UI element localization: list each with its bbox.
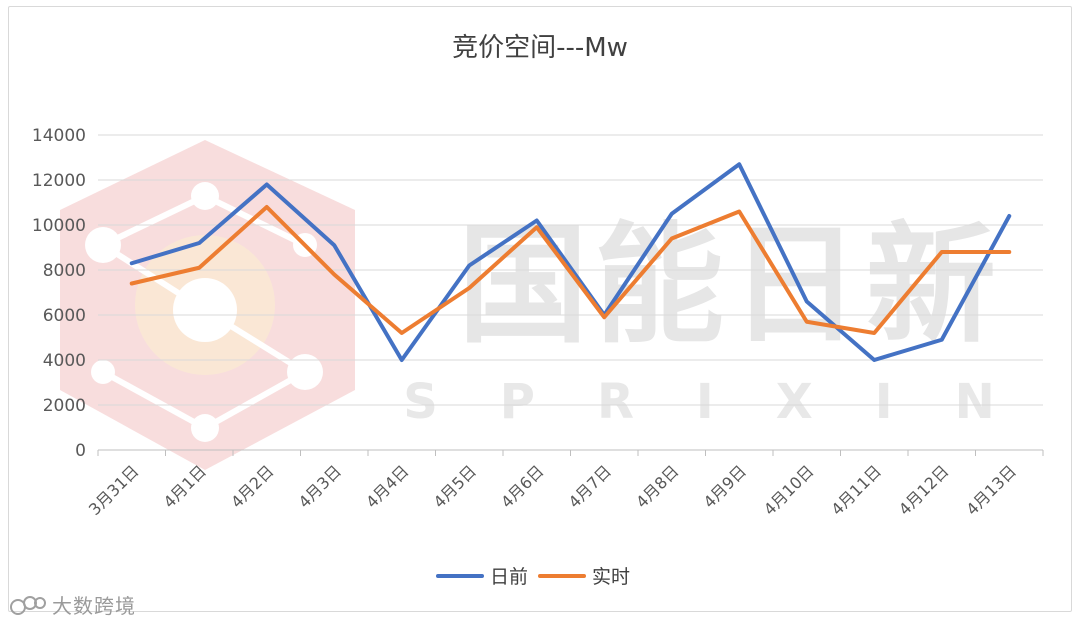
- watermark-logo: [60, 140, 355, 470]
- data-point: [333, 244, 335, 246]
- data-point: [131, 262, 133, 264]
- x-tick-label: 4月1日: [160, 461, 210, 511]
- data-point: [401, 359, 403, 361]
- data-point: [536, 226, 538, 228]
- x-tick-label: 4月8日: [632, 461, 682, 511]
- data-point: [941, 251, 943, 253]
- data-point: [198, 267, 200, 269]
- x-tick-label: 4月13日: [962, 461, 1020, 519]
- x-tick-label: 4月5日: [430, 461, 480, 511]
- corner-watermark: 大数跨境: [8, 590, 136, 619]
- data-point: [198, 242, 200, 244]
- x-tick-label: 4月6日: [497, 461, 547, 511]
- data-point: [401, 332, 403, 334]
- data-point: [603, 316, 605, 318]
- x-tick-label: 4月10日: [760, 461, 818, 519]
- x-tick-label: 4月2日: [227, 461, 277, 511]
- y-tick-label: 6000: [43, 306, 86, 326]
- data-point: [873, 359, 875, 361]
- x-tick-label: 3月31日: [85, 461, 143, 519]
- data-point: [1008, 215, 1010, 217]
- corner-watermark-text: 大数跨境: [52, 594, 136, 618]
- data-point: [941, 339, 943, 341]
- data-point: [806, 301, 808, 302]
- y-tick-label: 0: [75, 441, 86, 461]
- chart-title: 竞价空间---Mw: [452, 33, 628, 63]
- x-tick-label: 4月4日: [362, 461, 412, 511]
- data-point: [738, 211, 740, 212]
- legend-label: 日前: [490, 566, 528, 588]
- data-point: [266, 206, 268, 208]
- legend-label: 实时: [592, 566, 630, 588]
- y-tick-label: 8000: [43, 261, 86, 281]
- y-tick-label: 2000: [43, 396, 86, 416]
- data-point: [873, 332, 875, 334]
- data-point: [468, 287, 470, 289]
- data-point: [131, 283, 133, 284]
- x-tick-label: 4月7日: [565, 461, 615, 511]
- y-tick-label: 12000: [32, 171, 86, 191]
- watermark-sub-text: SPRIXIN: [403, 374, 1057, 430]
- y-tick-label: 10000: [32, 216, 86, 236]
- x-tick-label: 4月3日: [295, 461, 345, 511]
- data-point: [1008, 251, 1010, 253]
- y-tick-label: 14000: [32, 126, 86, 146]
- series-line-1: [129, 205, 1012, 335]
- data-point: [468, 265, 470, 266]
- data-point: [266, 184, 268, 185]
- data-point: [671, 238, 673, 239]
- x-tick-label: 4月9日: [700, 461, 750, 511]
- data-point: [671, 213, 673, 215]
- x-tick-label: 4月11日: [827, 461, 885, 519]
- data-point: [536, 220, 538, 221]
- weibo-logo-icon: [10, 595, 46, 615]
- data-point: [333, 274, 335, 275]
- x-tick-label: 4月12日: [895, 461, 953, 519]
- y-tick-label: 4000: [43, 351, 86, 371]
- data-point: [806, 321, 808, 323]
- data-point: [738, 163, 740, 165]
- series-line-0: [129, 162, 1012, 362]
